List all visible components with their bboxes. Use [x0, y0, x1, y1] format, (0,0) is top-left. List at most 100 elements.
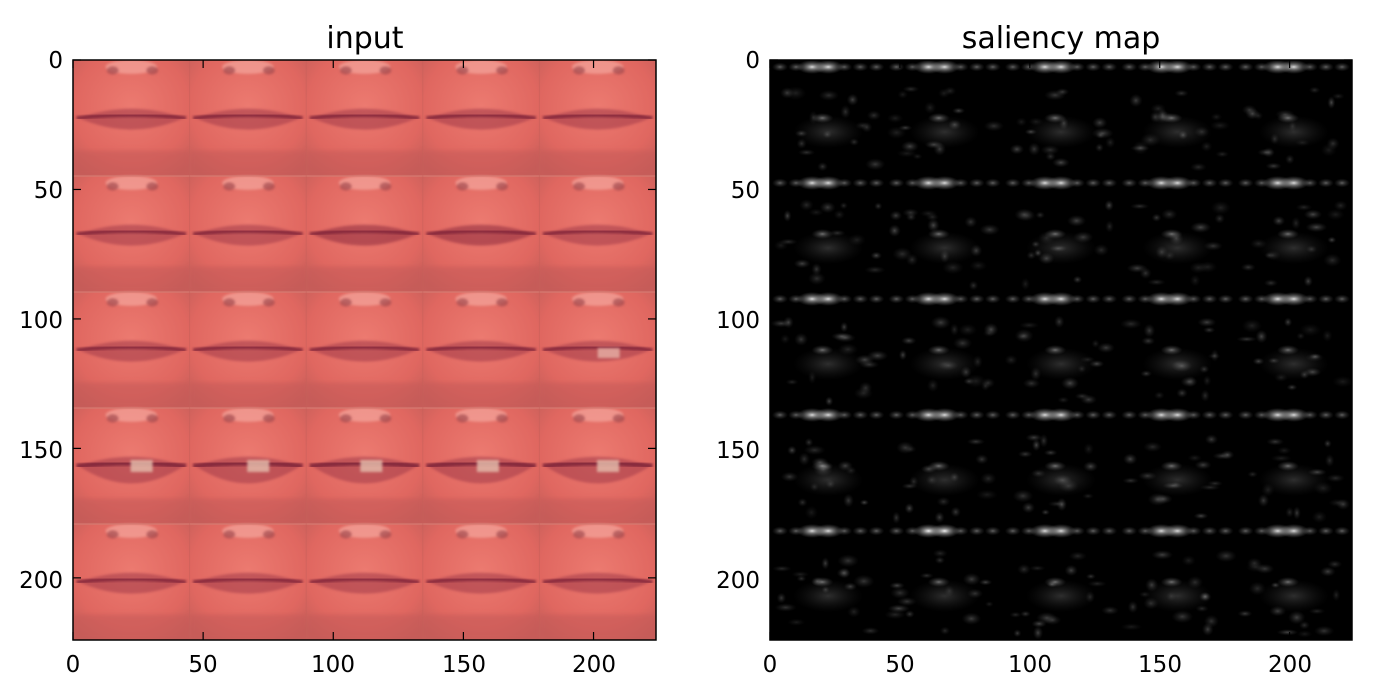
saliency-blob: [1097, 342, 1115, 353]
saliency-tile: [888, 407, 1001, 524]
saliency-hotspot: [984, 410, 1001, 420]
lips: [428, 340, 534, 362]
saliency-blob: [1265, 162, 1282, 170]
saliency-mouth-glow: [793, 347, 864, 381]
saliency-mouth-glow: [1026, 463, 1096, 497]
saliency-blob: [1176, 388, 1188, 398]
saliency-blob: [1104, 199, 1114, 211]
saliency-blob: [853, 574, 875, 588]
saliency-hotspot: [1301, 410, 1318, 420]
x-tick-label: 150: [1138, 652, 1182, 678]
saliency-hotspot: [1046, 407, 1076, 422]
saliency-blob: [1331, 92, 1345, 100]
saliency-blob: [1241, 104, 1257, 115]
saliency-blob: [1129, 93, 1143, 108]
saliency-hotspot: [868, 526, 885, 536]
lips: [545, 572, 651, 594]
saliency-blob: [1193, 512, 1209, 520]
saliency-hotspot: [836, 410, 853, 420]
saliency-hotspot: [868, 294, 885, 304]
lip-line: [192, 345, 303, 352]
saliency-blob: [919, 209, 938, 218]
saliency-blob: [1045, 152, 1056, 161]
saliency-hotspot: [1237, 62, 1254, 72]
saliency-hotspot: [927, 345, 950, 355]
saliency-blob: [904, 503, 915, 514]
x-tick-label: 0: [763, 652, 778, 678]
lips: [312, 224, 417, 246]
saliency-hotspot: [1278, 175, 1309, 190]
y-tick-label: 50: [34, 178, 63, 204]
input-y-tick-labels: 0 50 100 150 200: [19, 48, 63, 594]
saliency-image: [770, 60, 1352, 640]
saliency-mouth-glow: [1142, 579, 1213, 613]
saliency-mouth-glow: [909, 347, 980, 381]
saliency-hotspot: [1044, 577, 1067, 587]
saliency-blob: [1141, 336, 1156, 346]
saliency-blob: [840, 321, 849, 333]
saliency-blob: [1043, 449, 1058, 456]
saliency-blob: [783, 209, 792, 222]
input-axes-frame: [72, 59, 657, 641]
mouth-tile: [189, 60, 307, 177]
input-image: [73, 60, 656, 640]
saliency-hotspot: [813, 523, 844, 538]
saliency-blob: [1288, 610, 1306, 625]
saliency-hotspot: [929, 60, 960, 74]
saliency-blob: [804, 437, 814, 447]
saliency-blob: [825, 396, 834, 407]
saliency-hotspot: [968, 62, 985, 72]
saliency-blob: [1215, 549, 1237, 563]
saliency-hotspot: [1085, 178, 1102, 188]
saliency-blob: [950, 506, 961, 518]
saliency-hotspot: [813, 60, 844, 74]
saliency-blob: [1032, 626, 1044, 640]
saliency-blob: [1043, 615, 1062, 626]
saliency-blob: [776, 592, 787, 604]
saliency-blob: [1253, 111, 1264, 121]
saliency-hotspot: [984, 178, 1001, 188]
teeth: [476, 460, 499, 472]
saliency-blob: [1326, 137, 1340, 150]
saliency-blob: [1299, 323, 1322, 337]
saliency-hotspot: [1201, 526, 1218, 536]
teeth: [247, 460, 270, 472]
saliency-blob: [952, 107, 966, 115]
saliency-blob: [1326, 473, 1345, 483]
saliency-blob: [919, 572, 934, 579]
lips: [428, 224, 534, 246]
saliency-title: saliency map: [962, 21, 1161, 56]
saliency-hotspot: [1004, 62, 1021, 72]
saliency-blob: [787, 445, 797, 455]
saliency-mouth-glow: [1258, 231, 1329, 265]
saliency-hotspot: [1185, 410, 1202, 420]
saliency-hotspot: [1317, 410, 1334, 420]
saliency-blob: [874, 202, 883, 211]
mouth-tile: [306, 60, 424, 177]
saliency-blob: [1305, 222, 1328, 233]
saliency-blob: [1296, 630, 1313, 638]
saliency-hotspot: [1004, 294, 1021, 304]
saliency-blob: [1291, 216, 1301, 230]
saliency-blob: [1052, 157, 1070, 168]
saliency-blob: [818, 90, 839, 101]
saliency-blob: [901, 140, 919, 153]
saliency-blob: [1240, 263, 1256, 272]
saliency-blob: [834, 333, 856, 343]
saliency-blob: [1017, 563, 1031, 575]
saliency-blob: [808, 208, 824, 217]
saliency-tile: [772, 523, 885, 635]
saliency-tile: [1237, 407, 1351, 524]
saliency-hotspot: [984, 62, 1001, 72]
x-tick-label: 150: [442, 652, 486, 678]
saliency-hotspot: [968, 294, 985, 304]
saliency-tile: [1004, 291, 1118, 405]
saliency-blob: [1220, 450, 1235, 460]
saliency-blob: [1263, 279, 1278, 287]
saliency-mouth-glow: [1026, 579, 1096, 613]
saliency-tile: [1004, 407, 1118, 516]
saliency-blob: [1132, 140, 1149, 155]
saliency-blob: [1028, 142, 1041, 156]
saliency-blob: [853, 387, 874, 400]
saliency-blob: [1041, 509, 1050, 516]
